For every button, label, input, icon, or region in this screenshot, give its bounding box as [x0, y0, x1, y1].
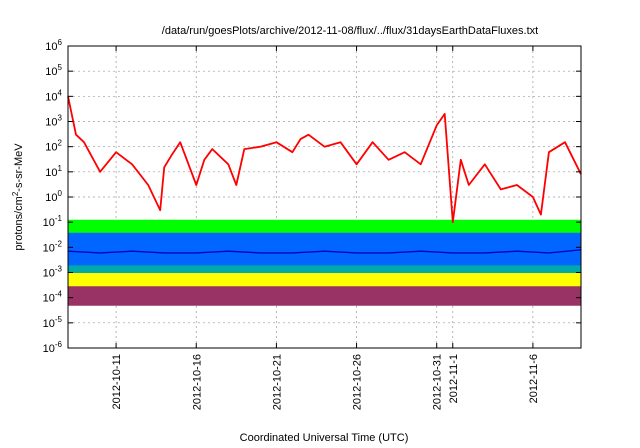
x-tick-label: 2012-10-16 [191, 354, 203, 410]
y-tick-label: 10-4 [43, 290, 63, 305]
y-tick-base: 10 [45, 66, 57, 78]
x-tick-label: 2012-10-31 [432, 354, 444, 410]
y-tick-exponent: -6 [55, 340, 63, 349]
y-tick-exponent: -3 [55, 265, 63, 274]
y-axis-label-rest: -s-sr-MeV [13, 143, 25, 192]
y-tick-exponent: 5 [58, 63, 63, 72]
y-tick-label: 10-2 [43, 239, 63, 254]
y-tick-exponent: 2 [58, 139, 63, 148]
y-tick-base: 10 [43, 343, 55, 355]
y-axis-label: protons/cm2-s-sr-MeV [11, 143, 25, 251]
y-tick-base: 10 [43, 242, 55, 254]
y-tick-exponent: 6 [58, 38, 63, 47]
y-tick-base: 10 [43, 293, 55, 305]
y-axis-label-superscript: 2 [11, 191, 20, 196]
y-tick-exponent: 1 [58, 164, 63, 173]
y-tick-base: 10 [45, 142, 57, 154]
y-tick-exponent: -4 [55, 290, 63, 299]
y-tick-label: 103 [45, 114, 62, 129]
y-tick-base: 10 [43, 318, 55, 330]
y-tick-exponent: -5 [55, 315, 63, 324]
series-line [67, 249, 582, 254]
y-tick-base: 10 [43, 217, 55, 229]
axis-ticks: 10-610-510-410-310-210-11001011021031041… [43, 38, 581, 410]
x-tick-label: 2012-11-6 [528, 354, 540, 403]
data-series [67, 96, 582, 306]
y-tick-label: 102 [45, 139, 62, 154]
chart-title: /data/run/goesPlots/archive/2012-11-08/f… [162, 25, 538, 37]
y-tick-exponent: -1 [55, 214, 63, 223]
y-tick-label: 106 [45, 38, 62, 53]
series-line [67, 96, 582, 224]
y-tick-label: 104 [45, 88, 62, 103]
x-tick-label: 2012-10-11 [111, 354, 123, 409]
series-band [67, 285, 582, 306]
series-band [67, 219, 582, 233]
y-tick-base: 10 [45, 91, 57, 103]
x-tick-label: 2012-10-26 [352, 354, 364, 410]
x-axis-label: Coordinated Universal Time (UTC) [240, 432, 409, 444]
x-tick-label: 2012-10-21 [271, 354, 283, 410]
y-tick-exponent: -2 [55, 239, 63, 248]
y-tick-exponent: 0 [58, 189, 63, 198]
y-tick-base: 10 [45, 192, 57, 204]
x-tick-label: 2012-11-1 [448, 354, 460, 403]
y-tick-base: 10 [43, 268, 55, 280]
series-band [67, 231, 582, 266]
y-tick-label: 100 [45, 189, 62, 204]
y-tick-label: 101 [45, 164, 62, 179]
y-tick-base: 10 [45, 167, 57, 179]
y-tick-label: 10-6 [43, 340, 63, 355]
y-tick-label: 10-5 [43, 315, 63, 330]
y-tick-label: 10-1 [43, 214, 63, 229]
y-tick-base: 10 [45, 41, 57, 53]
y-axis-label-main: protons/cm [13, 196, 25, 250]
y-tick-label: 105 [45, 63, 62, 78]
y-tick-base: 10 [45, 117, 57, 129]
y-tick-exponent: 3 [58, 114, 63, 123]
y-tick-exponent: 4 [58, 88, 63, 97]
y-tick-label: 10-3 [43, 265, 63, 280]
